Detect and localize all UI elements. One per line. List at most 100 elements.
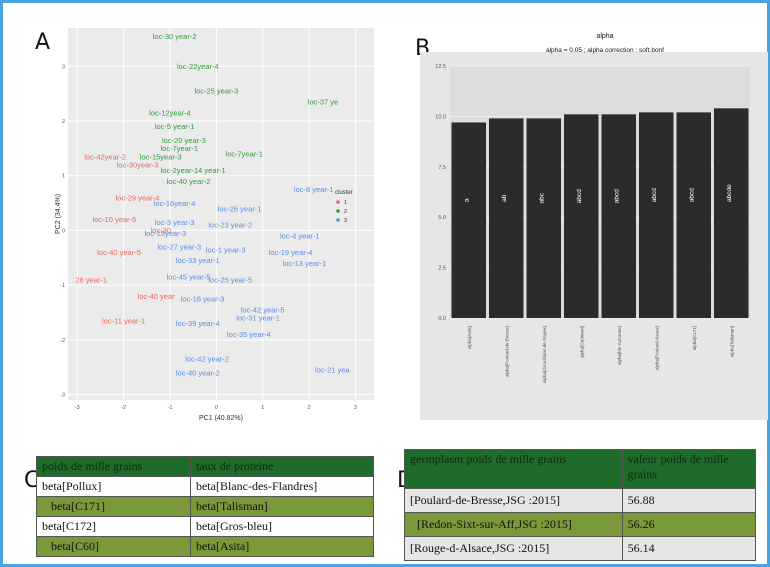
point-label: loc-11 year-1	[102, 316, 145, 325]
point-label: loc-18 year-3	[181, 295, 225, 304]
point-label: loc-16year-4	[154, 199, 196, 208]
point-label: loc-1 year-3	[206, 245, 246, 254]
point-label: loc-25 year-3	[194, 87, 238, 96]
point-label: loc-40 year-2	[176, 368, 220, 377]
x-tick-label: alpha[Poulard-Alsace]	[654, 326, 659, 370]
point-label: loc-15year-3	[145, 229, 187, 238]
point-label: loc-19 year-4	[269, 248, 313, 257]
x-tick-label: -1	[168, 405, 173, 411]
point-label: loc-42 year-5	[241, 305, 285, 314]
chart-subtitle: alpha = 0.05 ; alpha correction : soft.b…	[546, 47, 664, 54]
table-row: beta[C60] beta[Asita]	[36, 536, 375, 557]
table-cell: beta[Pollux]	[36, 476, 191, 497]
table-row: beta[C171] beta[Talisman]	[36, 496, 375, 517]
bar	[526, 118, 561, 318]
point-label: loc-42year-2	[84, 152, 126, 161]
x-axis-label: PC1 (40.82%)	[199, 415, 243, 422]
table-cell: [Poulard-de-Bresse,JSG :2015]	[404, 488, 623, 513]
x-tick-label: alpha[Gros-blanc-de-Sayeix]	[542, 326, 547, 383]
point-label: loc-42 year-2	[185, 355, 229, 364]
point-label: loc-3 year-3	[155, 218, 195, 227]
table-row: beta[C172] beta[Gros-bleu]	[36, 516, 375, 537]
point-label: loc-33 year-1	[176, 256, 220, 265]
y-axis-label: PC2 (34.4%)	[55, 194, 62, 234]
table-cell: 56.88	[621, 488, 757, 513]
table-header-cell: germplasm poids de mille grains	[404, 449, 623, 489]
point-label: loc-26 year-1	[218, 204, 262, 213]
point-label: loc-40 year	[138, 292, 176, 301]
x-tick-label: 3	[354, 405, 357, 411]
bar-group-label: abcd	[576, 189, 583, 203]
point-label: loc-20 year-3	[162, 136, 206, 145]
bar	[564, 114, 599, 318]
point-label: loc-27 year-3	[157, 243, 201, 252]
point-label: loc-30year-3	[117, 161, 159, 170]
bar	[676, 112, 711, 318]
legend-label: 2	[344, 209, 347, 215]
y-tick-label: -3	[60, 393, 65, 399]
table-c: poids de mille grains taux de proteine b…	[36, 456, 375, 557]
y-tick-label: 10.0	[435, 114, 446, 120]
legend-key	[336, 209, 340, 213]
panel-label-c: C	[24, 468, 40, 493]
y-tick-label: 7.5	[438, 165, 446, 171]
point-label: loc-45 year-5	[167, 273, 211, 282]
bar-group-label: abcde	[726, 184, 733, 202]
point-label: loc-31 year-1	[236, 314, 280, 323]
panel-label-a: A	[35, 30, 51, 55]
table-cell: 56.26	[621, 512, 757, 537]
y-tick-label: 1	[62, 174, 65, 180]
bar	[451, 122, 486, 318]
y-tick-label: 5.0	[438, 215, 446, 221]
x-tick-label: alpha[Aulis]	[467, 326, 472, 349]
alpha-bar-chart: alpha alpha = 0.05 ; alpha correction : …	[435, 33, 750, 383]
table-header-cell: taux de proteine	[189, 456, 375, 477]
point-label: loc-30 year-2	[153, 32, 197, 41]
table-cell: beta[Talisman]	[189, 496, 375, 517]
point-label: loc-40 year-5	[97, 248, 141, 257]
table-cell: beta[Gros-bleu]	[189, 516, 375, 537]
legend-label: 1	[344, 200, 347, 206]
point-label: loc-7year-1	[161, 144, 199, 153]
table-d: germplasm poids de mille grains valeur p…	[404, 449, 757, 561]
y-tick-label: -1	[60, 283, 65, 289]
point-label: loc-2year-14 year-1	[161, 166, 226, 175]
point-label: loc-12year-4	[149, 109, 191, 118]
point-label: loc-23 year-2	[208, 221, 252, 230]
point-label: loc-25 year-5	[208, 275, 252, 284]
table-cell: beta[Blanc-des-Flandres]	[189, 476, 375, 497]
bar	[639, 112, 674, 318]
y-tick-label: 12.5	[435, 64, 446, 70]
y-tick-label: 0.0	[438, 316, 446, 322]
legend: cluster 1 2 3	[335, 190, 353, 224]
point-label: loc-35 year-4	[227, 330, 271, 339]
point-label: 28 year-1	[75, 275, 107, 284]
x-tick-label: alpha[C171]	[692, 326, 697, 350]
x-tick-label: alpha[Orpiment]	[579, 326, 584, 358]
point-label: loc-40 year-2	[167, 177, 211, 186]
table-row: [Redon-Sixt-sur-Aff,JSG :2015] 56.26	[404, 512, 757, 537]
chart-title: alpha	[596, 33, 613, 40]
point-label: loc-15year-3	[140, 152, 182, 161]
point-label: loc-7year-1	[225, 150, 263, 159]
bar-group-label: a	[464, 198, 471, 202]
table-row: [Rouge-d-Alsace,JSG :2015] 56.14	[404, 536, 757, 561]
x-tick-label: -2	[121, 405, 126, 411]
y-tick-label: 2.5	[438, 266, 446, 272]
x-tick-label: 0	[215, 405, 218, 411]
bar-group-label: abc	[539, 192, 546, 203]
table-header-cell: poids de mille grains	[36, 456, 191, 477]
table-cell: [Redon-Sixt-sur-Aff,JSG :2015]	[404, 512, 623, 537]
table-cell: beta[C171]	[36, 496, 191, 517]
table-cell: 56.14	[621, 536, 757, 561]
point-label: loc-8 year-1	[294, 185, 334, 194]
y-tick-label: -2	[60, 338, 65, 344]
point-label: loc-22year-4	[177, 62, 219, 71]
point-label: loc-5 year-1	[155, 122, 195, 131]
point-label: loc-10 year-5	[92, 215, 136, 224]
point-label: loc-29 year-4	[116, 193, 160, 202]
bar	[601, 114, 636, 318]
plot-panel	[68, 28, 374, 400]
table-cell: beta[Asita]	[189, 536, 375, 557]
